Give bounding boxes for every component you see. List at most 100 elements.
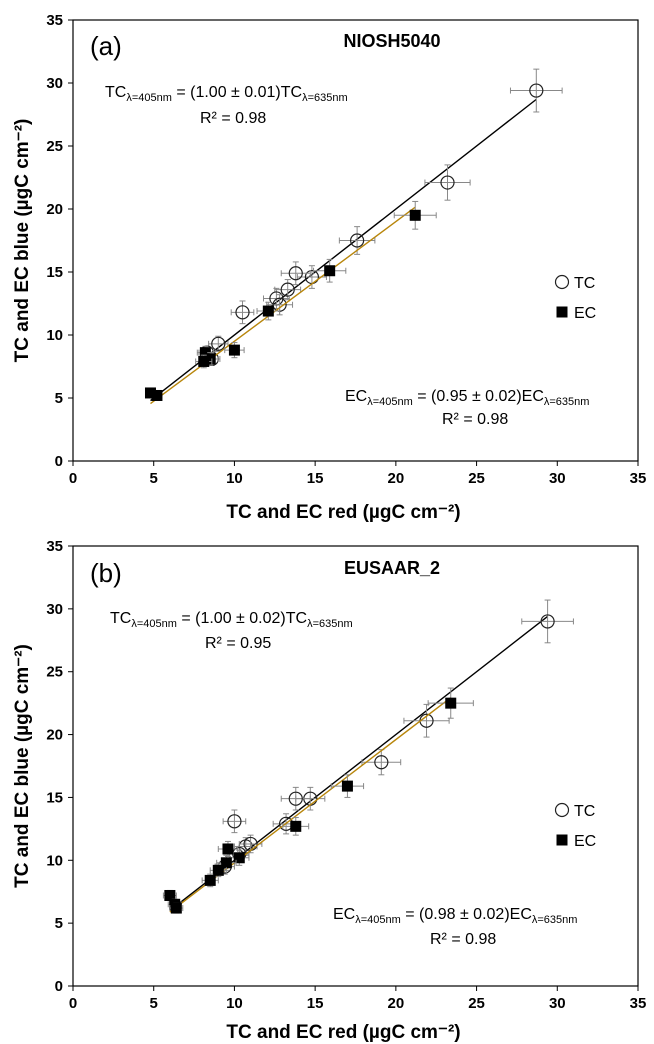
equation-subscript-1: λ=405nm bbox=[367, 396, 413, 408]
marker-filled-square bbox=[204, 874, 216, 886]
marker-filled-square bbox=[233, 852, 245, 864]
legend-marker-tc bbox=[554, 274, 570, 290]
x-tick-label: 25 bbox=[468, 995, 485, 1012]
legend-marker-ec bbox=[556, 834, 568, 846]
equation-subscript-1: λ=405nm bbox=[131, 618, 177, 630]
series-tc bbox=[150, 68, 563, 402]
ec-r-squared: R² = 0.98 bbox=[442, 411, 508, 428]
x-tick-label: 5 bbox=[150, 995, 158, 1012]
ec-fit-equation: ECλ=405nm = (0.98 ± 0.02)ECλ=635nm bbox=[333, 906, 577, 926]
x-tick-label: 20 bbox=[388, 995, 405, 1012]
ec-r-squared: R² = 0.98 bbox=[430, 931, 496, 948]
x-tick-label: 35 bbox=[630, 995, 647, 1012]
equation-middle: = (0.98 ± 0.02)EC bbox=[401, 906, 532, 923]
x-axis-title: TC and EC red (µgC cm⁻²) bbox=[226, 502, 460, 523]
chart-panel-b: 0 5 10 15 20 25 30 35 0 5 10 15 20 25 30 35 TC and EC re… bbox=[12, 538, 646, 1043]
data-point-tc bbox=[222, 809, 247, 834]
data-point-ec bbox=[256, 301, 281, 321]
marker-filled-square bbox=[220, 857, 232, 869]
marker-open-circle bbox=[288, 266, 303, 281]
data-point-ec bbox=[427, 687, 474, 719]
y-tick-label: 25 bbox=[46, 138, 63, 155]
equation-prefix: EC bbox=[333, 906, 355, 923]
data-point-ec bbox=[393, 200, 437, 230]
data-point-tc bbox=[274, 279, 302, 301]
data-point-tc bbox=[338, 226, 376, 255]
data-point-tc bbox=[361, 749, 402, 776]
x-tick-label: 5 bbox=[150, 470, 158, 487]
legend: TC EC bbox=[554, 802, 596, 850]
series-ec bbox=[162, 687, 474, 914]
marker-filled-square bbox=[151, 389, 163, 401]
y-tick-label: 25 bbox=[46, 664, 63, 681]
data-point-ec bbox=[195, 354, 213, 369]
y-axis-title: TC and EC blue (µgC cm⁻²) bbox=[12, 119, 33, 363]
x-tick-label: 0 bbox=[69, 470, 77, 487]
data-point-tc bbox=[280, 786, 311, 811]
equation-subscript-1: λ=405nm bbox=[355, 914, 401, 926]
x-tick-label: 30 bbox=[549, 995, 566, 1012]
marker-filled-square bbox=[341, 780, 353, 792]
marker-open-circle bbox=[227, 814, 242, 829]
chart-panel-a: 0 5 10 15 20 25 30 35 0 5 10 15 20 25 30 35 TC and EC re… bbox=[12, 12, 646, 523]
data-point-ec bbox=[217, 840, 239, 858]
equation-subscript-2: λ=635nm bbox=[302, 92, 348, 104]
equation-middle: = (1.00 ± 0.01)TC bbox=[172, 84, 302, 101]
data-point-ec bbox=[151, 389, 163, 401]
y-tick-label: 35 bbox=[46, 12, 63, 29]
marker-filled-square bbox=[262, 305, 274, 317]
marker-filled-square bbox=[222, 843, 234, 855]
equation-prefix: TC bbox=[105, 84, 126, 101]
panel-label: (a) bbox=[90, 31, 122, 61]
y-tick-label: 15 bbox=[46, 264, 63, 281]
y-tick-label: 30 bbox=[46, 75, 63, 92]
y-tick-label: 15 bbox=[46, 789, 63, 806]
y-tick-label: 0 bbox=[55, 978, 63, 995]
equation-middle: = (1.00 ± 0.02)TC bbox=[177, 610, 307, 627]
x-tick-label: 30 bbox=[549, 470, 566, 487]
equation-middle: = (0.95 ± 0.02)EC bbox=[413, 388, 544, 405]
marker-open-circle bbox=[350, 233, 365, 248]
legend-marker-tc bbox=[554, 802, 570, 818]
legend: TC EC bbox=[554, 274, 596, 322]
marker-filled-square bbox=[170, 902, 182, 914]
data-point-tc bbox=[509, 68, 563, 113]
marker-filled-square bbox=[290, 820, 302, 832]
tc-fit-equation: TCλ=405nm = (1.00 ± 0.02)TCλ=635nm bbox=[110, 610, 353, 630]
equation-subscript-2: λ=635nm bbox=[307, 618, 353, 630]
y-tick-label: 5 bbox=[55, 390, 63, 407]
marker-filled-square bbox=[164, 889, 176, 901]
equation-prefix: TC bbox=[110, 610, 131, 627]
marker-open-circle bbox=[374, 755, 389, 770]
equation-subscript-2: λ=635nm bbox=[532, 914, 578, 926]
marker-open-circle bbox=[540, 614, 555, 629]
fit-line-tc bbox=[169, 615, 549, 912]
x-axis-title: TC and EC red (µgC cm⁻²) bbox=[226, 1022, 460, 1043]
fit-line-ec bbox=[150, 206, 416, 405]
tc-fit-equation: TCλ=405nm = (1.00 ± 0.01)TCλ=635nm bbox=[105, 84, 348, 104]
data-point-tc bbox=[230, 300, 255, 325]
marker-open-circle bbox=[288, 791, 303, 806]
tc-r-squared: R² = 0.98 bbox=[200, 110, 266, 127]
x-tick-label: 20 bbox=[388, 470, 405, 487]
x-tick-label: 25 bbox=[468, 470, 485, 487]
data-point-tc bbox=[521, 599, 574, 644]
data-point-tc bbox=[424, 164, 471, 201]
marker-filled-square bbox=[212, 864, 224, 876]
marker-open-circle bbox=[280, 282, 295, 297]
marker-filled-square bbox=[198, 355, 210, 367]
x-tick-label: 15 bbox=[307, 995, 324, 1012]
marker-filled-square bbox=[228, 344, 240, 356]
y-tick-label: 20 bbox=[46, 727, 63, 744]
x-tick-label: 15 bbox=[307, 470, 324, 487]
x-tick-label: 10 bbox=[226, 470, 243, 487]
chart-title: EUSAAR_2 bbox=[344, 558, 440, 578]
marker-open-circle bbox=[529, 83, 544, 98]
ec-fit-equation: ECλ=405nm = (0.95 ± 0.02)ECλ=635nm bbox=[345, 388, 589, 408]
y-tick-label: 10 bbox=[46, 852, 63, 869]
y-tick-label: 20 bbox=[46, 201, 63, 218]
y-tick-label: 0 bbox=[55, 453, 63, 470]
marker-open-circle bbox=[235, 305, 250, 320]
data-point-ec bbox=[229, 849, 250, 866]
data-point-tc bbox=[280, 261, 311, 286]
